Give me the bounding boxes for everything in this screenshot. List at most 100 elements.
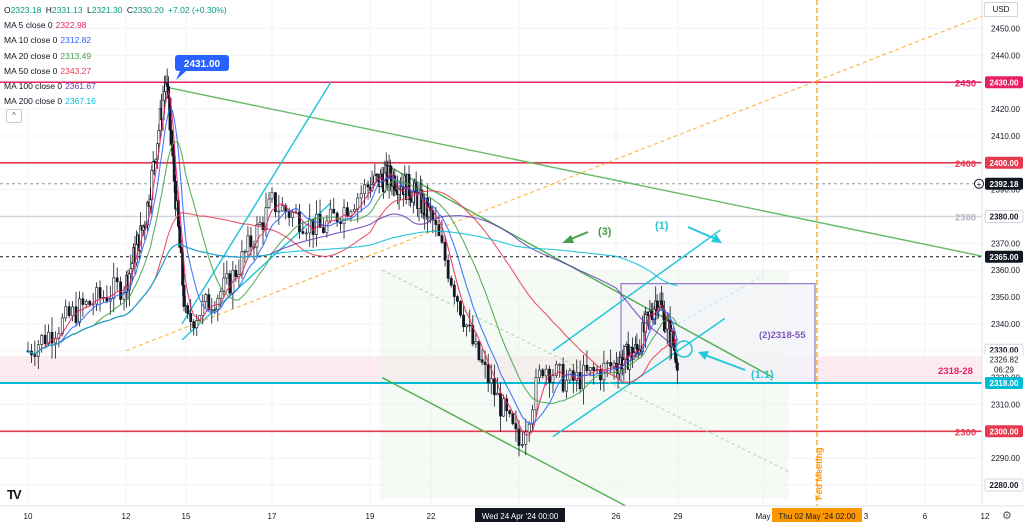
ma-legend-row[interactable]: MA 20 close 0 2313.49 <box>4 49 229 64</box>
candle-body <box>328 208 332 222</box>
candle-body <box>186 305 190 314</box>
candle-body <box>246 235 250 252</box>
open-value: 2323.18 <box>10 5 42 15</box>
peak-label-box <box>175 55 229 71</box>
candle-body <box>443 242 447 261</box>
long-trendline <box>167 86 986 258</box>
candle-body <box>228 273 232 294</box>
price-tag-box <box>984 210 1024 223</box>
candle-body <box>47 331 50 345</box>
candle-body <box>71 306 74 316</box>
candle-body <box>437 224 441 236</box>
candle-body <box>468 324 472 327</box>
level-label: 2300 <box>955 427 976 438</box>
candle-body <box>81 298 85 305</box>
highlight-circle <box>675 340 693 358</box>
projection-line <box>381 269 789 473</box>
candle-body <box>213 309 217 311</box>
ma-legend-row[interactable]: MA 50 close 0 2343.27 <box>4 64 229 79</box>
range-box <box>620 283 816 384</box>
time-tick-label: 15 <box>182 512 191 521</box>
candle-body <box>287 211 291 218</box>
candle-body <box>496 392 499 396</box>
candle-body <box>280 205 284 212</box>
candle-body <box>514 423 518 430</box>
price-tick-label: 2290.00 <box>991 454 1020 463</box>
candle-body <box>204 294 208 303</box>
ma-legend-row[interactable]: MA 200 close 0 2367.16 <box>4 94 229 109</box>
fed-date-tag-label: Thu 02 May '24 02:00 <box>778 512 856 521</box>
price-tick-label: 2410.00 <box>991 132 1020 141</box>
gear-icon[interactable]: ⚙ <box>1002 510 1012 522</box>
candle-body <box>261 222 265 230</box>
time-tick-label: 22 <box>427 512 436 521</box>
time-tick-label: 19 <box>366 512 375 521</box>
price-tag-label: 2380.00 <box>990 213 1019 222</box>
ma-legend-row[interactable]: MA 10 close 0 2312.82 <box>4 33 229 48</box>
candle-body <box>665 320 669 330</box>
wave-3-arrowhead <box>562 235 574 243</box>
price-tag-box <box>984 478 1024 492</box>
candle-body <box>635 344 639 350</box>
candle-body <box>98 287 102 299</box>
time-tick-label: May <box>755 512 770 521</box>
price-tick-label: 2390.00 <box>991 186 1020 195</box>
indicator-legend: O2323.18 H2331.13 L2321.30 C2330.20 +7.0… <box>4 3 229 109</box>
candle-body <box>122 292 126 300</box>
change-value: +7.02 (+0.30%) <box>168 5 227 15</box>
price-tick-label: 2370.00 <box>991 239 1020 248</box>
candle-body <box>352 208 356 212</box>
candle-body <box>249 235 253 248</box>
candle-body <box>492 378 496 396</box>
candle-body <box>588 367 592 372</box>
moving-average-line <box>27 89 678 436</box>
ma-legend-value: 2322.98 <box>55 20 87 31</box>
candle-body <box>612 362 616 367</box>
candle-body <box>198 315 202 321</box>
candle-body <box>499 392 502 417</box>
price-tag-box <box>985 250 1023 263</box>
candle-body <box>311 218 315 235</box>
ma-legend-row[interactable]: MA 100 close 0 2361.67 <box>4 79 229 94</box>
candle-body <box>178 226 182 248</box>
bull-channel-upper <box>181 81 332 325</box>
ma-legend-label: MA 100 close 0 <box>4 81 63 92</box>
candle-body <box>359 193 363 199</box>
candle-body <box>130 263 134 269</box>
ohlc-row: O2323.18 H2331.13 L2321.30 C2330.20 +7.0… <box>4 5 227 15</box>
price-tag-label: 2365.00 <box>990 253 1019 262</box>
candle-body <box>486 364 490 384</box>
candle-body <box>440 235 444 243</box>
candle-body <box>195 320 199 329</box>
time-tick-label: 26 <box>612 512 621 521</box>
candle-body <box>474 341 478 345</box>
candle-body <box>605 362 609 364</box>
price-tag-box <box>985 376 1023 389</box>
candles-group <box>26 68 679 457</box>
currency-selector[interactable]: USD <box>984 2 1018 17</box>
wave-label-3: (3) <box>598 226 612 238</box>
candle-body <box>477 341 481 360</box>
candle-body <box>465 324 469 328</box>
candle-body <box>243 251 247 253</box>
price-tag-label: 2392.18 <box>990 180 1019 189</box>
plus-icon: + <box>977 180 982 189</box>
price-tick-label: 2420.00 <box>991 105 1020 114</box>
ma-legend-row[interactable]: MA 5 close 0 2322.98 <box>4 18 229 33</box>
candle-body <box>234 270 238 278</box>
legend-collapse-icon[interactable]: ^ <box>6 109 22 123</box>
candle-body <box>541 369 545 377</box>
candle-body <box>675 362 679 371</box>
candle-body <box>508 410 512 415</box>
candle-body <box>452 284 456 297</box>
candle-body <box>274 192 277 213</box>
price-tag-label: 2430.00 <box>990 78 1019 87</box>
ma-legend-label: MA 200 close 0 <box>4 96 63 107</box>
candle-body <box>565 379 568 392</box>
candle-body <box>33 354 37 357</box>
candle-body <box>531 409 534 425</box>
candle-body <box>129 268 133 275</box>
candle-body <box>115 277 119 283</box>
candle-body <box>277 210 281 213</box>
